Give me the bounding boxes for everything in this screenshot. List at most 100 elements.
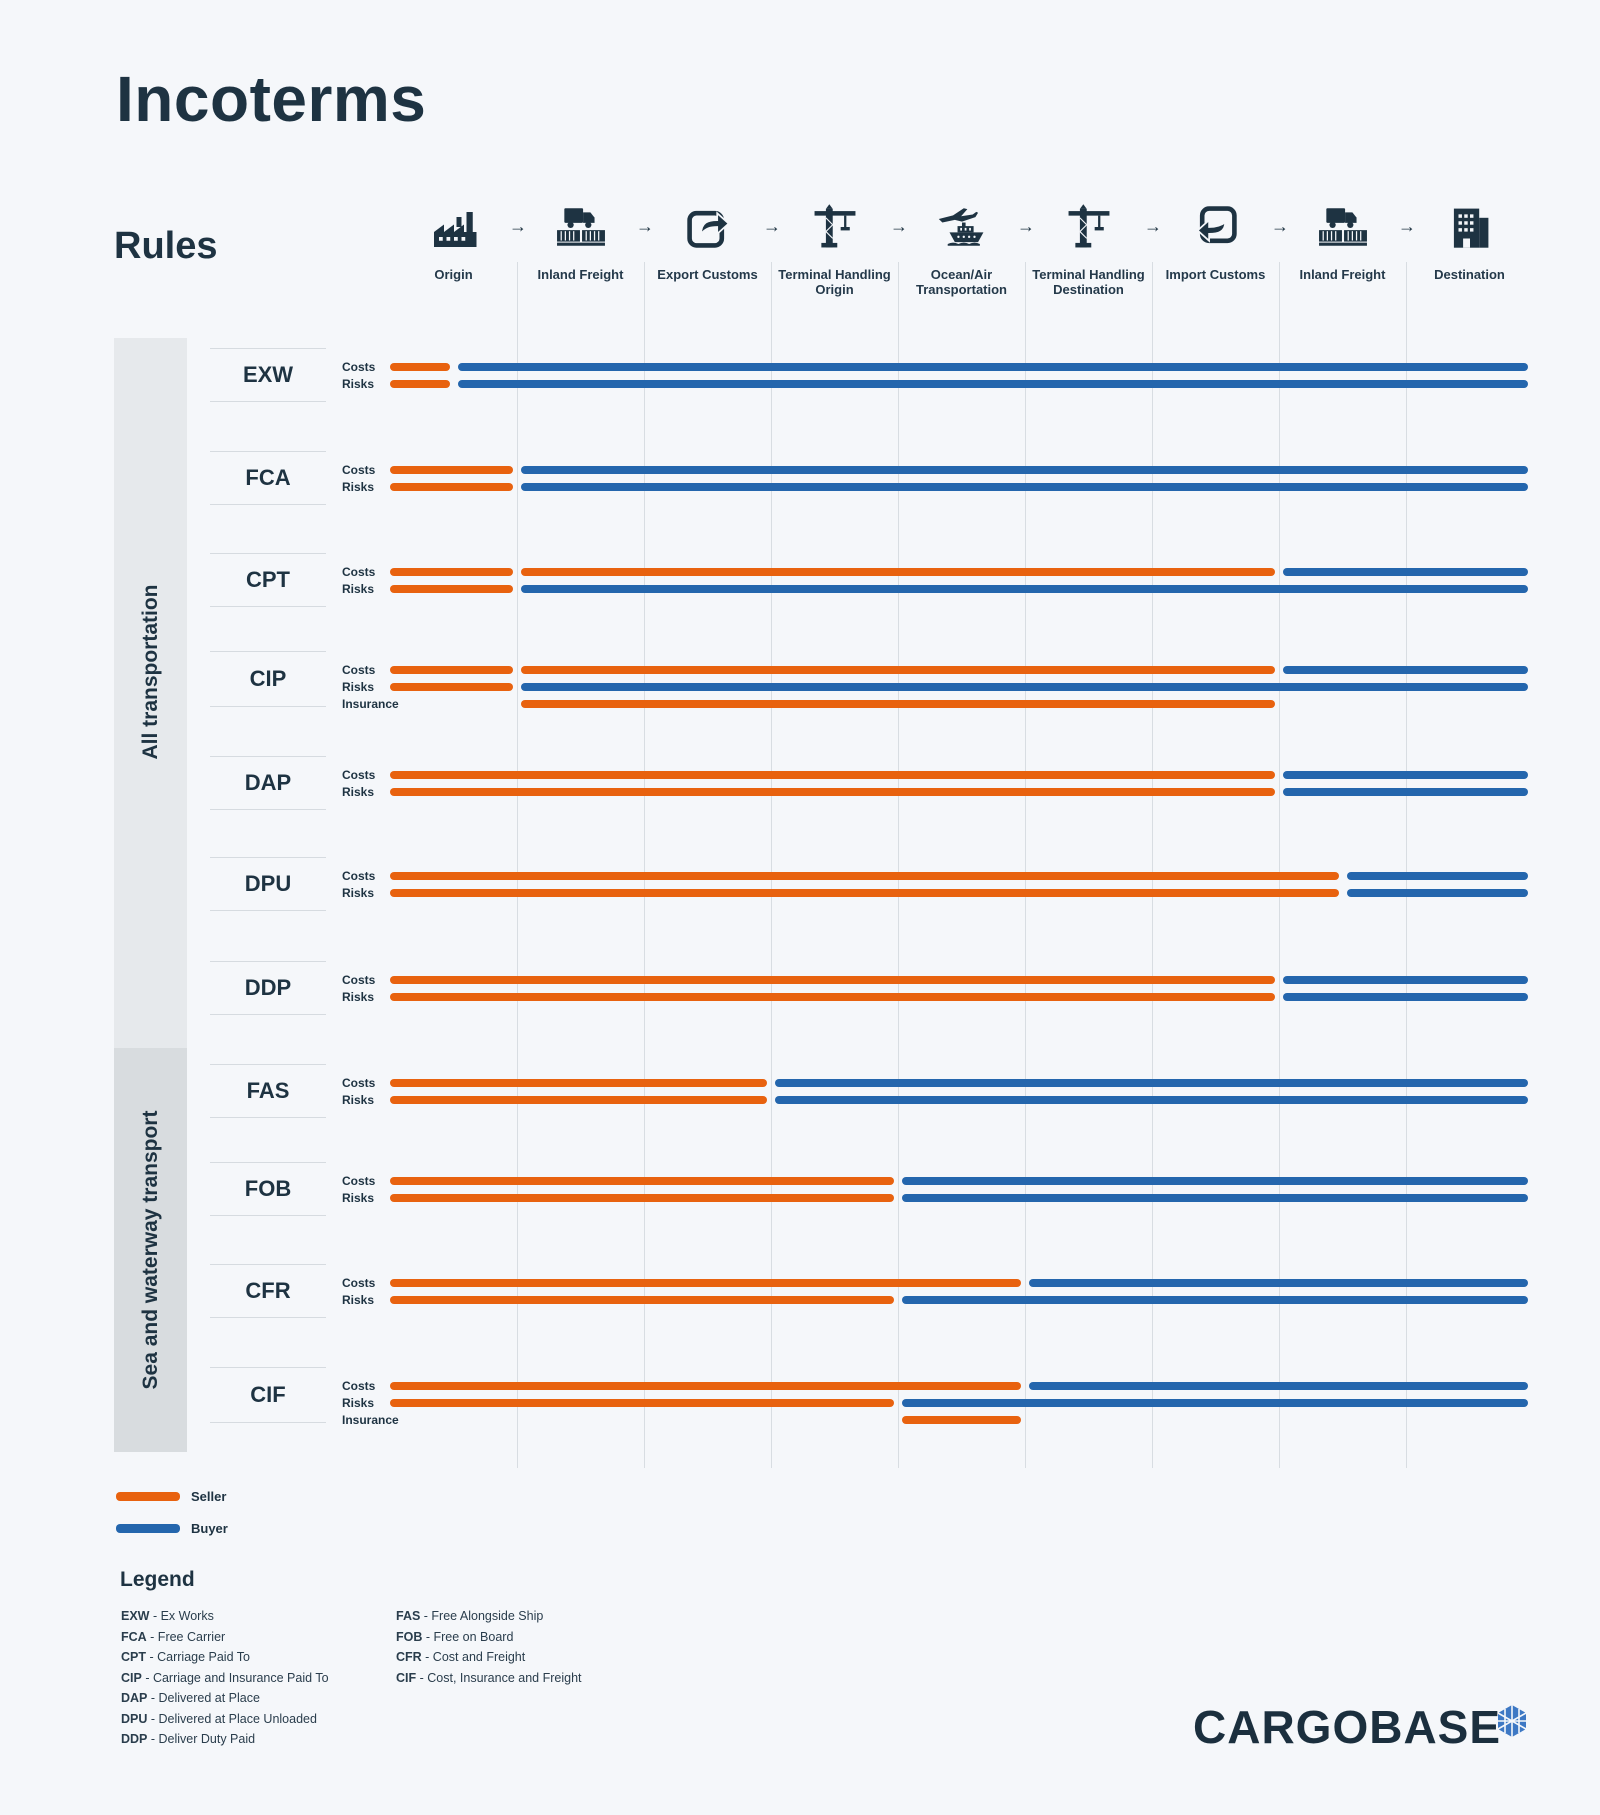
row-label-costs: Costs <box>342 663 376 677</box>
stage-divider <box>771 262 772 1468</box>
seller-bar <box>390 1194 894 1202</box>
truck-icon <box>556 204 606 250</box>
rule-card-cip: CIP <box>210 651 326 707</box>
seller-bar <box>390 666 513 674</box>
legend-code: FAS <box>396 1609 421 1623</box>
buyer-bar <box>1029 1382 1528 1390</box>
seller-bar <box>390 1279 1021 1287</box>
legend-item: DAP - Delivered at Place <box>121 1691 260 1705</box>
seller-bar <box>390 585 513 593</box>
row-label-risks: Risks <box>342 990 375 1004</box>
buyer-bar <box>902 1296 1528 1304</box>
rule-card-dap: DAP <box>210 756 326 810</box>
crane-icon-glyph <box>1068 204 1109 248</box>
row-label-costs: Costs <box>342 1379 376 1393</box>
page-title: Incoterms <box>116 63 427 135</box>
stage-divider <box>1152 262 1153 1468</box>
rule-code: FOB <box>244 1176 292 1201</box>
seller-bar <box>390 1382 1021 1390</box>
building-icon <box>1445 204 1495 250</box>
row-label-risks: Risks <box>342 1093 375 1107</box>
insurance-bar <box>902 1416 1021 1424</box>
legend-item: CIP - Carriage and Insurance Paid To <box>121 1671 329 1685</box>
arrow-right-icon: → <box>890 216 908 236</box>
export-icon <box>683 204 733 250</box>
truck-icon-glyph <box>1318 208 1367 246</box>
legend-text: - Cost and Freight <box>421 1650 526 1664</box>
buyer-bar <box>902 1194 1528 1202</box>
seller-bar <box>390 1399 894 1407</box>
rule-card-ddp: DDP <box>210 961 326 1015</box>
factory-icon-glyph <box>433 212 476 247</box>
row-label-risks: Risks <box>342 1396 375 1410</box>
legend-code: FCA <box>121 1629 147 1644</box>
rule-card-fca: FCA <box>210 451 326 505</box>
group-band-sea-waterway <box>114 1048 187 1452</box>
row-label-risks: Risks <box>342 480 375 494</box>
import-icon-glyph <box>1195 206 1237 244</box>
stage-divider <box>1025 262 1026 1468</box>
row-label-costs: Costs <box>342 463 376 477</box>
legend-item: CFR - Cost and Freight <box>396 1650 525 1664</box>
rule-code: CPT <box>246 567 290 592</box>
buyer-bar <box>1283 666 1528 674</box>
buyer-bar <box>1346 889 1528 897</box>
arrow-right-icon: → <box>1017 216 1035 236</box>
import-icon <box>1191 204 1241 250</box>
legend-item: CPT - Carriage Paid To <box>121 1650 250 1664</box>
stage-label: Export Customs <box>657 267 758 282</box>
seller-bar <box>390 568 513 576</box>
seller-bar <box>390 771 1275 779</box>
buyer-bar <box>1283 771 1528 779</box>
crane-icon-glyph <box>814 204 855 248</box>
seller-bar <box>390 976 1275 984</box>
row-label-insurance: Insurance <box>342 1413 399 1427</box>
buyer-bar <box>521 683 1528 691</box>
buyer-bar <box>521 585 1528 593</box>
rule-card-exw: EXW <box>210 348 326 402</box>
legend-code: CIP <box>121 1670 142 1685</box>
legend-item: DDP - Deliver Duty Paid <box>121 1732 255 1746</box>
seller-bar <box>390 1096 767 1104</box>
buyer-bar <box>775 1079 1528 1087</box>
legend-item: EXW - Ex Works <box>121 1609 214 1623</box>
building-icon-glyph <box>1453 208 1488 248</box>
row-label-risks: Risks <box>342 1191 375 1205</box>
group-band-all-transportation <box>114 338 187 1048</box>
arrow-right-icon: → <box>509 216 527 236</box>
legend-heading: Legend <box>120 1568 195 1591</box>
stage-divider <box>1406 262 1407 1468</box>
seller-bar <box>521 568 1275 576</box>
legend-code: DDP <box>121 1732 148 1746</box>
rules-heading: Rules <box>114 225 218 267</box>
rule-code: DDP <box>244 975 292 1000</box>
legend-item: CIF - Cost, Insurance and Freight <box>396 1671 582 1685</box>
rule-code: EXW <box>242 362 294 387</box>
group-label-sea-waterway: Sea and waterway transport <box>139 1110 162 1390</box>
stage-label: Import Customs <box>1165 267 1266 282</box>
buyer-bar <box>1029 1279 1528 1287</box>
seller-bar <box>521 666 1275 674</box>
legend-code: FOB <box>396 1629 423 1644</box>
rule-code: CIP <box>249 666 287 691</box>
row-label-costs: Costs <box>342 360 376 374</box>
buyer-bar <box>457 380 1528 388</box>
crane-icon <box>810 204 860 250</box>
crane-icon <box>1064 204 1114 250</box>
row-label-costs: Costs <box>342 973 376 987</box>
legend-text: - Carriage and Insurance Paid To <box>141 1670 329 1685</box>
factory-icon <box>429 204 479 250</box>
ship-plane-icon-glyph <box>938 208 983 246</box>
rule-card-cpt: CPT <box>210 553 326 607</box>
buyer-key-label: Buyer <box>191 1521 228 1536</box>
insurance-bar <box>521 700 1275 708</box>
buyer-bar <box>775 1096 1528 1104</box>
row-label-costs: Costs <box>342 565 376 579</box>
stage-divider <box>517 262 518 1468</box>
row-label-risks: Risks <box>342 377 375 391</box>
rule-code: DAP <box>244 770 292 795</box>
arrow-right-icon: → <box>1271 216 1289 236</box>
rule-card-fas: FAS <box>210 1064 326 1118</box>
legend-item: FCA - Free Carrier <box>121 1630 225 1644</box>
legend-item: FAS - Free Alongside Ship <box>396 1609 543 1623</box>
